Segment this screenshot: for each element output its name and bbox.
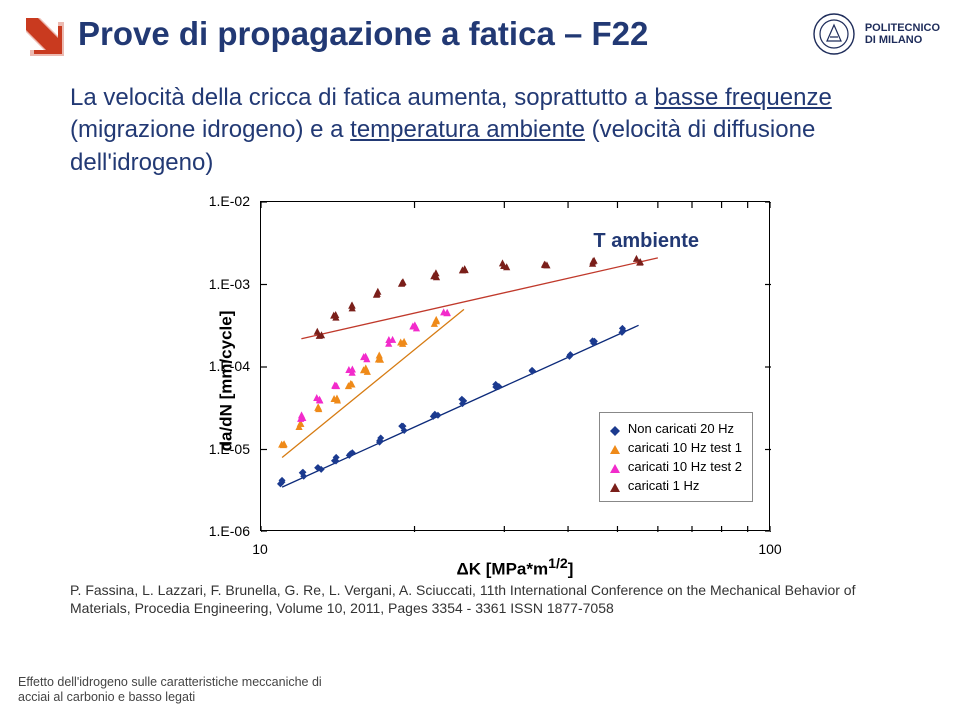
legend-row: caricati 1 Hz bbox=[610, 476, 742, 495]
subtitle-underline-1: basse frequenze bbox=[654, 84, 831, 111]
xlabel-sup: 1/2 bbox=[548, 556, 568, 572]
chart-legend: Non caricati 20 Hz caricati 10 Hz test 1 c… bbox=[599, 412, 753, 502]
y-tick-label: 1.E-06 bbox=[202, 523, 250, 539]
slide-subtitle: La velocità della cricca di fatica aumen… bbox=[0, 64, 960, 185]
legend-label: Non caricati 20 Hz bbox=[628, 421, 734, 436]
xlabel-delta: Δ bbox=[457, 559, 469, 578]
x-axis-label: ΔK [MPa*m1/2] bbox=[457, 556, 574, 580]
legend-row: Non caricati 20 Hz bbox=[610, 419, 742, 438]
footer-line-1: Effetto dell'idrogeno sulle caratteristi… bbox=[18, 675, 322, 691]
y-axis-label: da/dN [mm/cycle] bbox=[216, 311, 236, 452]
polimi-logo: POLITECNICO DI MILANO bbox=[813, 13, 940, 55]
slide-footer: Effetto dell'idrogeno sulle caratteristi… bbox=[18, 675, 322, 706]
logo-text-line2: DI MILANO bbox=[865, 34, 940, 46]
slide-title: Prove di propagazione a fatica – F22 bbox=[78, 15, 799, 53]
legend-marker-icon bbox=[610, 443, 620, 453]
plot-area: T ambiente Non caricati 20 Hz caricati 10… bbox=[260, 201, 770, 531]
polimi-logo-text: POLITECNICO DI MILANO bbox=[865, 22, 940, 46]
y-tick-label: 1.E-03 bbox=[202, 276, 250, 292]
legend-marker-icon bbox=[610, 424, 620, 434]
legend-marker-icon bbox=[610, 462, 620, 472]
slide-header: Prove di propagazione a fatica – F22 POL… bbox=[0, 0, 960, 64]
x-tick-label: 100 bbox=[758, 541, 781, 557]
y-tick-label: 1.E-04 bbox=[202, 358, 250, 374]
subtitle-pre: La velocità della cricca di fatica aumen… bbox=[70, 84, 654, 111]
logo-text-line1: POLITECNICO bbox=[865, 22, 940, 34]
footer-line-2: acciai al carbonio e basso legati bbox=[18, 690, 322, 706]
legend-label: caricati 10 Hz test 2 bbox=[628, 459, 742, 474]
polimi-seal-icon bbox=[813, 13, 855, 55]
legend-row: caricati 10 Hz test 1 bbox=[610, 438, 742, 457]
legend-label: caricati 10 Hz test 1 bbox=[628, 440, 742, 455]
subtitle-underline-2: temperatura ambiente bbox=[350, 116, 585, 143]
y-tick-label: 1.E-02 bbox=[202, 193, 250, 209]
arrow-down-right-icon bbox=[20, 12, 64, 56]
subtitle-mid: (migrazione idrogeno) e a bbox=[70, 116, 350, 143]
xlabel-close: ] bbox=[568, 559, 574, 578]
x-tick-label: 10 bbox=[252, 541, 268, 557]
xlabel-text: K [MPa*m bbox=[469, 559, 548, 578]
fatigue-chart: da/dN [mm/cycle] T ambiente Non caricati… bbox=[170, 191, 790, 571]
annot-t-ambiente: T ambiente bbox=[593, 230, 699, 253]
legend-label: caricati 1 Hz bbox=[628, 478, 700, 493]
legend-marker-icon bbox=[610, 481, 620, 491]
legend-row: caricati 10 Hz test 2 bbox=[610, 457, 742, 476]
y-tick-label: 1.E-05 bbox=[202, 441, 250, 457]
